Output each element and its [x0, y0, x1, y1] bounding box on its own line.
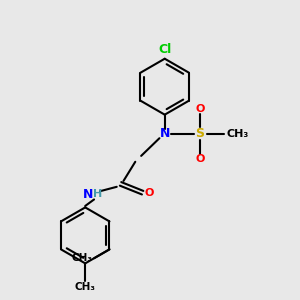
Text: O: O: [195, 154, 205, 164]
Text: S: S: [196, 127, 205, 140]
Text: CH₃: CH₃: [72, 253, 93, 263]
Text: H: H: [93, 189, 102, 199]
Text: O: O: [195, 104, 205, 114]
Text: Cl: Cl: [158, 44, 171, 56]
Text: N: N: [160, 127, 170, 140]
Text: CH₃: CH₃: [226, 129, 249, 139]
Text: CH₃: CH₃: [75, 283, 96, 292]
Text: N: N: [83, 188, 93, 201]
Text: O: O: [144, 188, 154, 198]
